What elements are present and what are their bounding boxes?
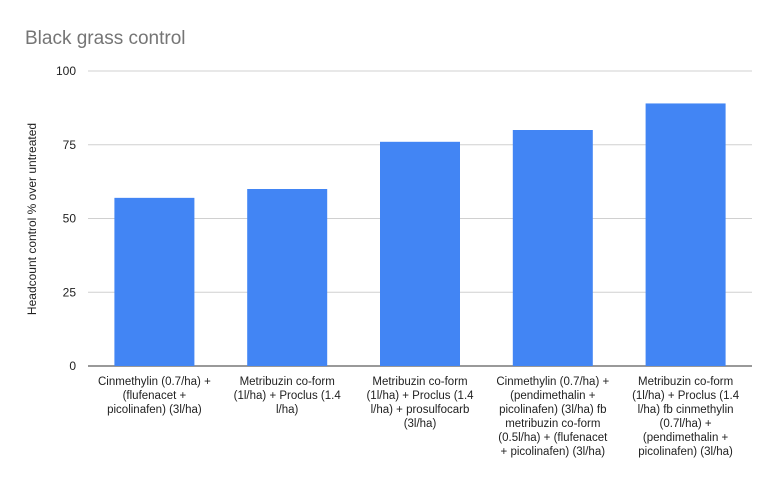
- chart-title: Black grass control: [25, 28, 186, 49]
- y-tick-label: 25: [63, 285, 77, 299]
- bar: [645, 103, 726, 366]
- x-category-label: Metribuzin co-form (1l/ha) + Proclus (1.4…: [234, 376, 342, 416]
- bar: [114, 197, 195, 366]
- y-tick-label: 50: [63, 212, 77, 226]
- x-category-label: Cinmethylin (0.7/ha) + (pendimethalin + pi…: [496, 376, 609, 458]
- x-category-label: Cinmethylin (0.7/ha) + (flufenacet + picol…: [98, 376, 211, 416]
- x-category-label: Metribuzin co-form (1l/ha) + Proclus (1.4…: [366, 376, 474, 430]
- y-tick-label: 0: [69, 359, 76, 373]
- y-tick-label: 75: [63, 138, 77, 152]
- y-tick-label: 100: [56, 64, 76, 78]
- y-axis-ticks: 0 25 50 75 100: [56, 64, 76, 373]
- bar: [380, 141, 460, 366]
- y-axis-label: Headcount control % over untreated: [25, 123, 39, 315]
- x-axis-categories: Cinmethylin (0.7/ha) + (flufenacet + picol…: [98, 376, 740, 458]
- bar: [247, 189, 328, 366]
- x-category-label: Metribuzin co-form (1l/ha) + Proclus (1.4…: [632, 376, 740, 458]
- bars: [114, 103, 726, 366]
- bar: [512, 130, 593, 366]
